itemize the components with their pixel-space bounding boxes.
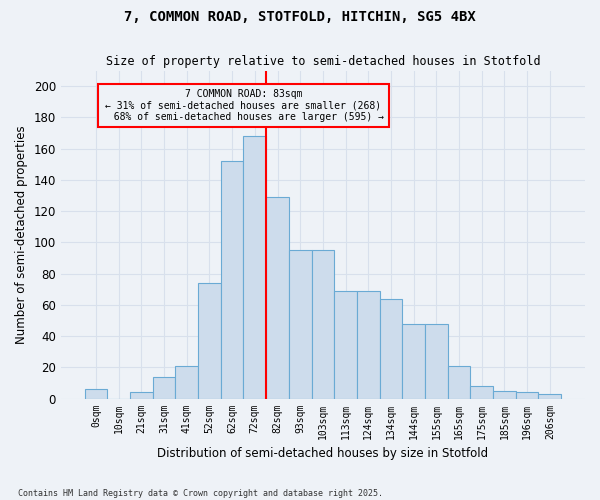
Title: Size of property relative to semi-detached houses in Stotfold: Size of property relative to semi-detach…	[106, 55, 540, 68]
Bar	[85, 389, 107, 398]
Bar	[311, 250, 334, 398]
Bar	[334, 291, 357, 399]
Text: 7 COMMON ROAD: 83sqm
← 31% of semi-detached houses are smaller (268)
  68% of se: 7 COMMON ROAD: 83sqm ← 31% of semi-detac…	[103, 90, 385, 122]
Text: Contains HM Land Registry data © Crown copyright and database right 2025.: Contains HM Land Registry data © Crown c…	[18, 488, 383, 498]
X-axis label: Distribution of semi-detached houses by size in Stotfold: Distribution of semi-detached houses by …	[157, 447, 488, 460]
Bar	[198, 283, 221, 399]
Bar	[221, 161, 244, 398]
Bar	[357, 291, 380, 399]
Bar	[266, 197, 289, 398]
Bar	[244, 136, 266, 398]
Y-axis label: Number of semi-detached properties: Number of semi-detached properties	[15, 125, 28, 344]
Bar	[448, 366, 470, 398]
Bar	[289, 250, 311, 398]
Bar	[152, 376, 175, 398]
Bar	[493, 390, 516, 398]
Bar	[175, 366, 198, 398]
Bar	[425, 324, 448, 398]
Bar	[516, 392, 538, 398]
Bar	[403, 324, 425, 398]
Bar	[538, 394, 561, 398]
Bar	[380, 298, 403, 398]
Bar	[470, 386, 493, 398]
Text: 7, COMMON ROAD, STOTFOLD, HITCHIN, SG5 4BX: 7, COMMON ROAD, STOTFOLD, HITCHIN, SG5 4…	[124, 10, 476, 24]
Bar	[130, 392, 152, 398]
